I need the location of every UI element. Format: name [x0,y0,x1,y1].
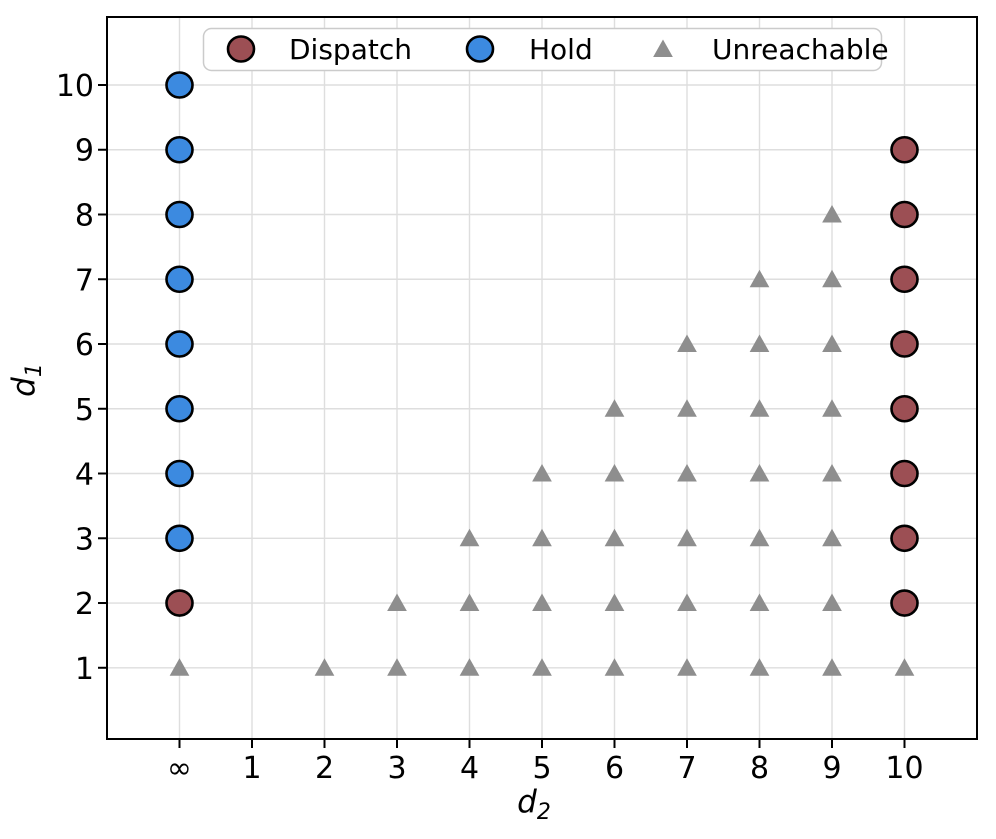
data-point-hold [165,71,194,99]
y-tick-label: 4 [75,458,94,493]
data-point-unreachable [532,463,552,482]
data-point-unreachable [822,658,842,676]
y-axis-label-base: d [6,377,42,397]
data-point-dispatch [890,265,919,294]
data-point-unreachable [822,334,842,353]
data-point-dispatch [890,330,919,358]
data-point-unreachable [822,269,842,288]
x-tick-label: 9 [822,751,841,786]
legend: Dispatch Hold Unreachable [202,27,889,72]
x-tick-label: 4 [460,751,479,786]
data-point-dispatch [890,459,919,488]
legend-marker-hold [465,35,495,63]
data-point-hold [165,459,194,488]
data-point-unreachable [532,658,552,676]
y-tick-label: 10 [56,69,94,104]
data-point-unreachable [749,463,770,482]
y-tick-label: 7 [75,263,94,298]
data-point-unreachable [387,593,407,612]
data-point-unreachable [822,528,842,547]
legend-marker-unreachable [653,39,673,57]
x-axis-label-subscript: 2 [537,800,551,825]
y-tick-label: 2 [75,587,94,622]
data-point-unreachable [532,528,552,547]
data-point-unreachable [822,399,842,417]
x-axis-label: d2 [517,784,551,825]
data-point-unreachable [677,399,697,417]
data-point-unreachable [822,463,842,482]
data-point-unreachable [749,528,770,547]
data-point-unreachable [604,593,625,612]
legend-box [202,27,883,72]
data-point-dispatch [165,589,194,617]
data-point-unreachable [387,658,407,676]
data-point-hold [165,394,194,423]
y-tick-label: 1 [75,652,94,687]
data-point-unreachable [822,593,842,612]
y-axis-label-subscript: 1 [22,363,47,377]
data-point-hold [165,524,194,553]
x-tick-label: 7 [677,751,696,786]
x-tick-label: 5 [532,751,551,786]
data-point-unreachable [459,658,480,676]
data-point-unreachable [677,528,697,547]
legend-label-unreachable: Unreachable [712,33,889,66]
x-tick-label: 1 [242,751,261,786]
data-point-unreachable [459,528,480,547]
data-point-unreachable [604,399,625,417]
data-point-hold [165,200,194,229]
data-point-dispatch [890,524,919,553]
data-point-unreachable [749,399,770,417]
data-point-dispatch [890,589,919,617]
x-tick-label: 10 [885,751,923,786]
x-tick-label: 6 [605,751,624,786]
data-point-unreachable [749,269,770,288]
legend-label-hold: Hold [529,33,593,66]
x-tick-label: 3 [387,751,406,786]
data-point-unreachable [314,658,335,676]
data-point-hold [165,265,194,294]
data-point-unreachable [532,593,552,612]
data-point-unreachable [677,658,697,676]
data-point-unreachable [604,658,625,676]
data-point-unreachable [677,463,697,482]
y-tick-label: 3 [75,522,94,557]
data-point-unreachable [894,658,915,676]
data-point-unreachable [749,334,770,353]
y-axis-label: d1 [6,363,47,397]
data-point-unreachable [677,593,697,612]
tick-layer: ∞ 1 2 3 4 5 6 7 8 9 10 1 2 3 4 5 6 7 8 9 10 [56,69,924,786]
legend-marker-dispatch [226,35,256,63]
x-tick-label: 8 [750,751,769,786]
grid-layer [107,17,977,739]
data-point-hold [165,330,194,358]
data-point-dispatch [890,394,919,423]
data-point-dispatch [890,200,919,229]
y-tick-label: 9 [75,134,94,169]
data-point-unreachable [459,593,480,612]
data-point-unreachable [169,658,190,676]
y-tick-label: 5 [75,393,94,428]
legend-label-dispatch: Dispatch [289,33,412,66]
y-tick-label: 6 [75,328,94,363]
data-point-unreachable [604,463,625,482]
x-axis-label-base: d [517,784,537,820]
plot-area-border [106,16,978,740]
data-point-dispatch [890,135,919,164]
data-point-unreachable [749,658,770,676]
data-point-unreachable [822,204,842,223]
data-point-unreachable [604,528,625,547]
y-tick-label: 8 [75,198,94,233]
data-point-unreachable [749,593,770,612]
data-point-layer [165,71,919,676]
data-point-hold [165,135,194,164]
x-tick-label: 2 [315,751,334,786]
x-tick-label: ∞ [167,751,192,786]
data-point-unreachable [677,334,697,353]
